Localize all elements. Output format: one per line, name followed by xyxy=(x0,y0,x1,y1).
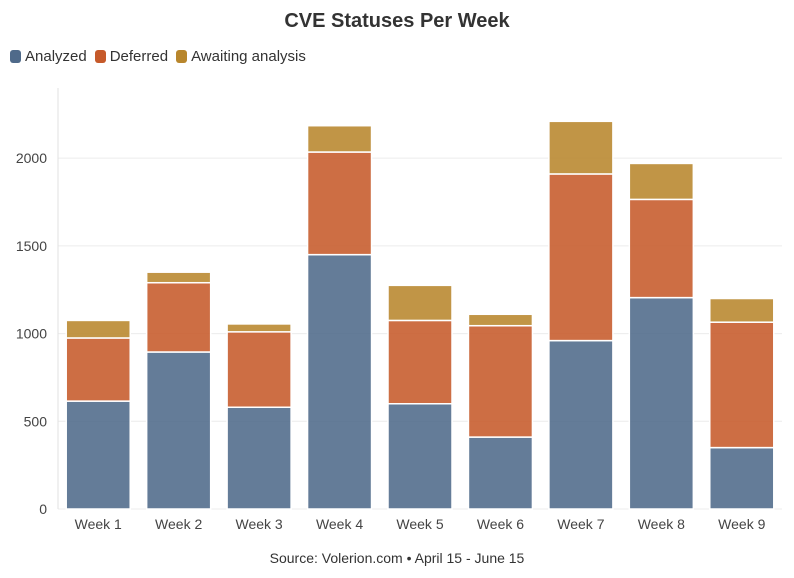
legend-swatch-analyzed xyxy=(10,50,21,63)
bar-deferred-8 xyxy=(628,198,695,299)
bar-analyzed-4 xyxy=(306,253,373,510)
bar-analyzed-7 xyxy=(548,339,614,510)
bar-analyzed-8 xyxy=(628,296,695,510)
bar-analyzed-6 xyxy=(467,436,534,510)
bar-deferred-5 xyxy=(387,319,453,405)
bar-deferred-9 xyxy=(709,321,775,449)
bar-deferred-4 xyxy=(306,151,373,256)
x-tick-label: Week 6 xyxy=(477,516,524,532)
x-tick-label: Week 2 xyxy=(155,516,202,532)
x-tick-label: Week 3 xyxy=(236,516,283,532)
x-tick-label: Week 1 xyxy=(75,516,122,532)
x-tick-label: Week 4 xyxy=(316,516,363,532)
legend-label-analyzed: Analyzed xyxy=(25,48,87,65)
y-tick-label: 1000 xyxy=(16,326,47,342)
y-tick-label: 1500 xyxy=(16,238,47,254)
bar-awaiting-8 xyxy=(628,162,695,201)
bar-deferred-7 xyxy=(548,173,614,342)
y-tick-label: 500 xyxy=(24,413,48,429)
bar-deferred-2 xyxy=(145,281,212,353)
legend-swatch-deferred xyxy=(94,50,106,63)
bar-awaiting-2 xyxy=(145,271,212,284)
bar-analyzed-2 xyxy=(145,351,212,510)
chart-title: CVE Statuses Per Week xyxy=(284,10,510,32)
bar-awaiting-9 xyxy=(709,297,775,323)
bar-awaiting-1 xyxy=(65,319,131,339)
x-tick-label: Week 8 xyxy=(638,516,685,532)
legend-swatch-awaiting xyxy=(176,50,188,63)
bar-analyzed-5 xyxy=(387,403,453,510)
bar-analyzed-3 xyxy=(226,406,292,510)
bar-awaiting-3 xyxy=(226,323,292,333)
bar-analyzed-1 xyxy=(65,400,131,510)
bar-awaiting-6 xyxy=(467,313,534,327)
bar-deferred-1 xyxy=(65,337,131,402)
x-tick-label: Week 5 xyxy=(396,516,443,532)
legend-label-awaiting: Awaiting analysis xyxy=(191,48,306,65)
y-tick-label: 2000 xyxy=(16,150,47,166)
x-tick-label: Week 9 xyxy=(718,516,765,532)
y-tick-label: 0 xyxy=(39,501,47,517)
bar-deferred-6 xyxy=(467,324,534,438)
legend-label-deferred: Deferred xyxy=(109,48,169,65)
bar-deferred-3 xyxy=(226,331,292,409)
bar-awaiting-4 xyxy=(306,124,373,153)
legend-item-deferred[interactable]: Deferred xyxy=(94,48,169,65)
source-note: Source: Volerion.com • April 15 - June 1… xyxy=(269,550,525,566)
x-tick-label: Week 7 xyxy=(557,516,604,532)
legend-item-awaiting[interactable]: Awaiting analysis xyxy=(176,48,306,65)
legend-item-analyzed[interactable]: Analyzed xyxy=(10,48,87,65)
bar-awaiting-7 xyxy=(548,120,614,175)
bar-awaiting-5 xyxy=(387,284,453,322)
legend: Analyzed Deferred Awaiting analysis xyxy=(10,48,314,65)
bar-analyzed-9 xyxy=(709,446,775,510)
